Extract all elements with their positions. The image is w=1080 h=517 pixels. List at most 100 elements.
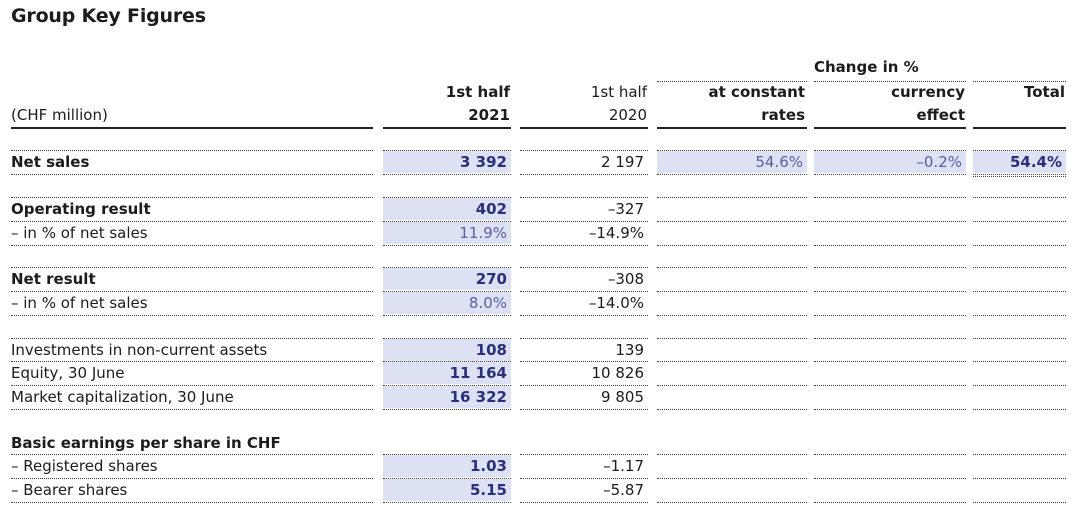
row-divider (383, 502, 511, 503)
registered-2020: –1.17 (603, 457, 644, 475)
col-2021-header-line2: 2021 (468, 106, 510, 124)
row-divider (383, 315, 511, 316)
row-divider (383, 291, 511, 292)
investments-2021: 108 (383, 339, 511, 361)
row-divider (11, 361, 373, 362)
row-divider (973, 385, 1066, 386)
equity-2021: 11 164 (383, 362, 511, 384)
row-divider (814, 478, 966, 479)
op-pct-2021: 11.9% (383, 222, 511, 244)
bearer-2020: –5.87 (603, 481, 644, 499)
row-divider (383, 409, 511, 410)
row-divider (520, 409, 648, 410)
row-divider (11, 409, 373, 410)
row-divider (973, 221, 1066, 222)
col-2021-header-line1: 1st half (445, 83, 510, 101)
row-divider (814, 315, 966, 316)
row-divider (520, 385, 648, 386)
row-divider (973, 291, 1066, 292)
row-divider (11, 291, 373, 292)
row-divider (973, 409, 1066, 410)
const-rates-header-line2: rates (761, 106, 805, 124)
row-divider (383, 150, 511, 151)
net-pct-2021: 8.0% (383, 292, 511, 314)
row-label-market-cap: Market capitalization, 30 June (11, 388, 234, 406)
header-divider (973, 81, 1066, 82)
row-divider (814, 267, 966, 268)
net-sales-2020: 2 197 (601, 153, 644, 171)
row-divider (657, 385, 807, 386)
header-rule (657, 127, 807, 129)
row-label-registered: – Registered shares (11, 457, 158, 475)
net-sales-currency-effect: –0.2% (814, 151, 966, 173)
row-divider (973, 338, 1066, 339)
row-divider (657, 291, 807, 292)
page-title: Group Key Figures (11, 5, 206, 27)
row-divider (11, 267, 373, 268)
row-label-investments: Investments in non-current assets (11, 341, 268, 359)
bearer-2021: 5.15 (383, 479, 511, 501)
row-divider (814, 221, 966, 222)
row-label-net-pct: – in % of net sales (11, 294, 148, 312)
row-divider (520, 338, 648, 339)
row-divider (657, 150, 807, 151)
row-divider (383, 361, 511, 362)
market-cap-2020: 9 805 (601, 388, 644, 406)
row-divider (520, 454, 648, 455)
net-result-2021: 270 (383, 268, 511, 290)
row-divider (11, 221, 373, 222)
row-divider (520, 361, 648, 362)
row-divider (11, 245, 373, 246)
row-divider (657, 478, 807, 479)
row-divider (973, 361, 1066, 362)
row-divider (383, 174, 511, 175)
row-divider (11, 150, 373, 151)
row-divider (520, 245, 648, 246)
header-divider (814, 81, 966, 82)
row-label-equity: Equity, 30 June (11, 364, 125, 382)
row-divider (383, 454, 511, 455)
row-divider (520, 221, 648, 222)
row-label-op-pct: – in % of net sales (11, 224, 148, 242)
unit-label: (CHF million) (11, 106, 108, 124)
row-divider (814, 150, 966, 151)
row-divider (814, 385, 966, 386)
const-rates-header-line1: at constant (708, 83, 805, 101)
header-rule (520, 127, 648, 129)
row-divider (657, 338, 807, 339)
row-label-net-sales: Net sales (11, 153, 90, 171)
row-divider (520, 267, 648, 268)
row-divider (657, 174, 807, 175)
header-rule (11, 127, 373, 129)
change-in-percent-header: Change in % (814, 58, 919, 76)
row-divider (973, 454, 1066, 455)
row-divider (383, 385, 511, 386)
row-divider (657, 221, 807, 222)
row-divider (657, 409, 807, 410)
currency-effect-header-line1: currency (891, 83, 965, 101)
row-divider (973, 502, 1066, 503)
header-rule (814, 127, 966, 129)
row-divider (383, 267, 511, 268)
row-divider (814, 197, 966, 198)
currency-effect-header-line2: effect (916, 106, 965, 124)
row-divider (11, 315, 373, 316)
header-rule (973, 127, 1066, 129)
row-label-net-result: Net result (11, 270, 96, 288)
row-divider (383, 478, 511, 479)
row-divider (814, 291, 966, 292)
row-divider (973, 315, 1066, 316)
row-divider (383, 221, 511, 222)
net-sales-total: 54.4% (973, 151, 1066, 173)
row-divider (973, 174, 1066, 175)
row-divider (973, 245, 1066, 246)
row-divider (814, 454, 966, 455)
header-rule (383, 127, 511, 129)
net-pct-2020: –14.0% (588, 294, 644, 312)
row-divider (657, 197, 807, 198)
row-divider (520, 174, 648, 175)
row-divider (657, 454, 807, 455)
row-divider (657, 502, 807, 503)
row-divider (814, 338, 966, 339)
row-divider (11, 385, 373, 386)
